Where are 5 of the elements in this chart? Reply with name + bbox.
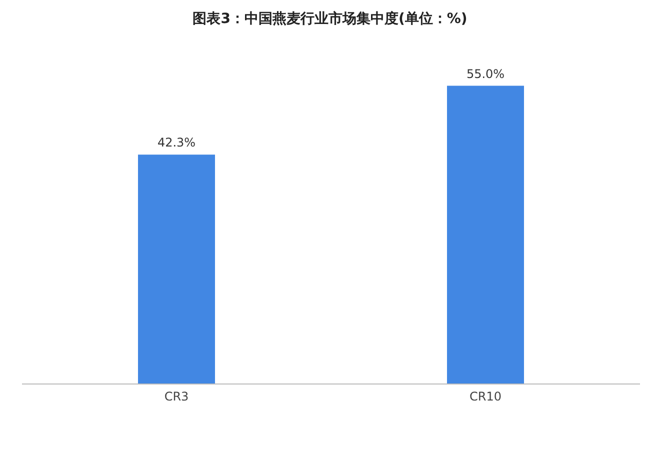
x-tick-label: CR10 [470,390,502,404]
chart-title: 图表3：中国燕麦行业市场集中度(单位：%) [192,10,468,28]
data-label: 55.0% [466,66,505,81]
x-tick-label: CR3 [164,390,189,404]
data-label: 42.3% [157,136,196,150]
